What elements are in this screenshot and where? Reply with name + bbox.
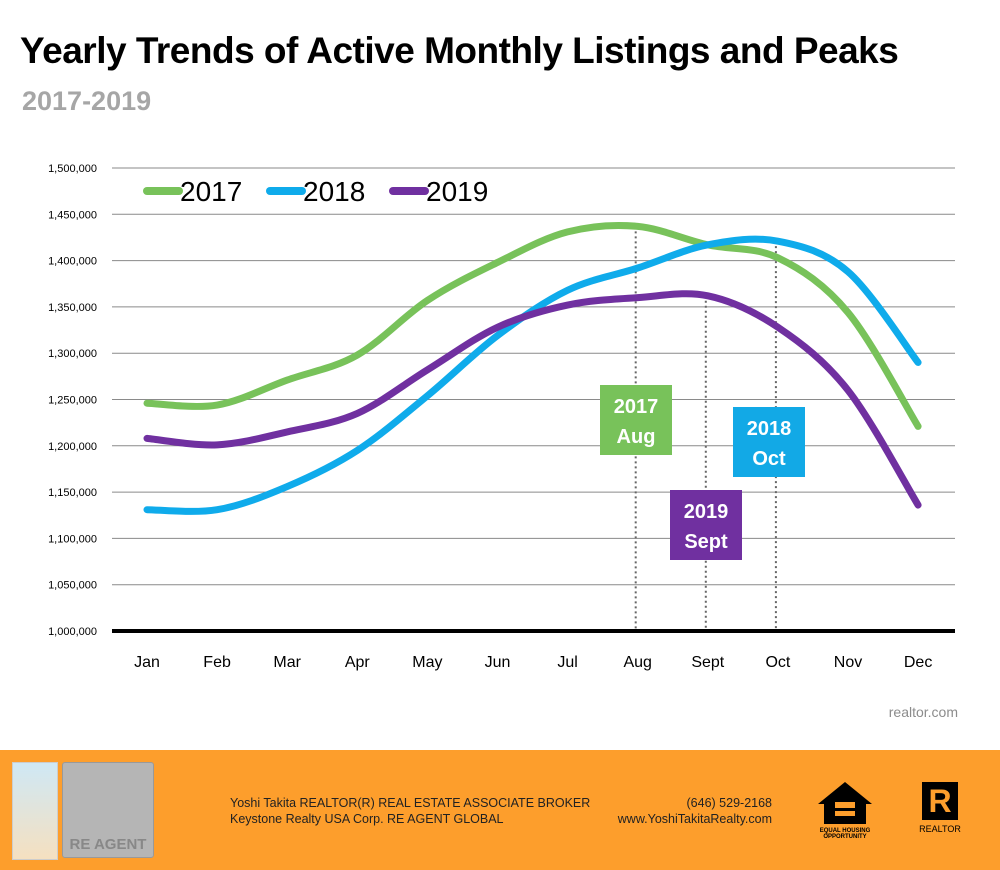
y-tick-label: 1,000,000 bbox=[48, 626, 97, 638]
line-chart: 1,000,000 1,050,000 1,100,000 1,150,000 1,20… bbox=[48, 163, 955, 671]
y-tick-label: 1,200,000 bbox=[48, 441, 97, 453]
y-tick-label: 1,050,000 bbox=[48, 580, 97, 592]
y-tick-label: 1,450,000 bbox=[48, 209, 97, 221]
source-label: realtor.com bbox=[888, 704, 958, 720]
peak-label-year: 2017 bbox=[614, 396, 659, 418]
x-tick-label: Nov bbox=[834, 654, 862, 671]
peak-label-box bbox=[733, 407, 805, 477]
x-tick-label: Jun bbox=[485, 654, 511, 671]
legend-label-2019: 2019 bbox=[426, 176, 488, 207]
peak-label-month: Sept bbox=[684, 531, 728, 553]
re-agent-logo: RE AGENT bbox=[62, 762, 154, 858]
x-tick-label: Mar bbox=[273, 654, 301, 671]
x-tick-label: Aug bbox=[623, 654, 651, 671]
x-tick-label: Feb bbox=[203, 654, 231, 671]
y-tick-label: 1,250,000 bbox=[48, 395, 97, 407]
x-tick-label: Apr bbox=[345, 654, 371, 671]
x-tick-label: May bbox=[412, 654, 442, 671]
chart-title: Yearly Trends of Active Monthly Listings… bbox=[20, 30, 899, 71]
peak-label-month: Aug bbox=[617, 426, 656, 448]
x-tick-label: Jul bbox=[557, 654, 577, 671]
house-icon bbox=[818, 782, 872, 824]
y-tick-label: 1,400,000 bbox=[48, 256, 97, 268]
x-tick-label: Dec bbox=[904, 654, 932, 671]
y-tick-label: 1,500,000 bbox=[48, 163, 97, 175]
y-tick-label: 1,350,000 bbox=[48, 302, 97, 314]
equal-housing-logo: EQUAL HOUSING OPPORTUNITY bbox=[814, 780, 876, 840]
peak-label-box bbox=[670, 490, 742, 560]
x-tick-label: Sept bbox=[691, 654, 724, 671]
website[interactable]: www.YoshiTakitaRealty.com bbox=[617, 812, 772, 826]
y-tick-label: 1,150,000 bbox=[48, 487, 97, 499]
legend-label-2018: 2018 bbox=[303, 176, 365, 207]
footer: RE AGENT Yoshi Takita REALTOR(R) REAL ES… bbox=[0, 750, 1000, 870]
peak-label-month: Oct bbox=[752, 448, 786, 470]
peak-label-box bbox=[600, 385, 672, 455]
legend-label-2017: 2017 bbox=[180, 176, 242, 207]
chart-subtitle: 2017-2019 bbox=[22, 86, 152, 116]
x-tick-label: Oct bbox=[765, 654, 790, 671]
series-line-2017 bbox=[143, 221, 922, 430]
peak-label-year: 2018 bbox=[747, 418, 792, 440]
realtor-logo: R REALTOR bbox=[919, 782, 961, 834]
x-tick-label: Jan bbox=[134, 654, 160, 671]
agent-line: Yoshi Takita REALTOR(R) REAL ESTATE ASSO… bbox=[230, 796, 591, 810]
y-tick-label: 1,300,000 bbox=[48, 348, 97, 360]
agent-caricature-image bbox=[12, 762, 58, 860]
phone: (646) 529-2168 bbox=[686, 796, 772, 810]
peak-label-year: 2019 bbox=[684, 501, 729, 523]
company-line: Keystone Realty USA Corp. RE AGENT GLOBA… bbox=[230, 812, 504, 826]
realtor-r-icon: R bbox=[922, 782, 958, 820]
y-tick-label: 1,100,000 bbox=[48, 533, 97, 545]
